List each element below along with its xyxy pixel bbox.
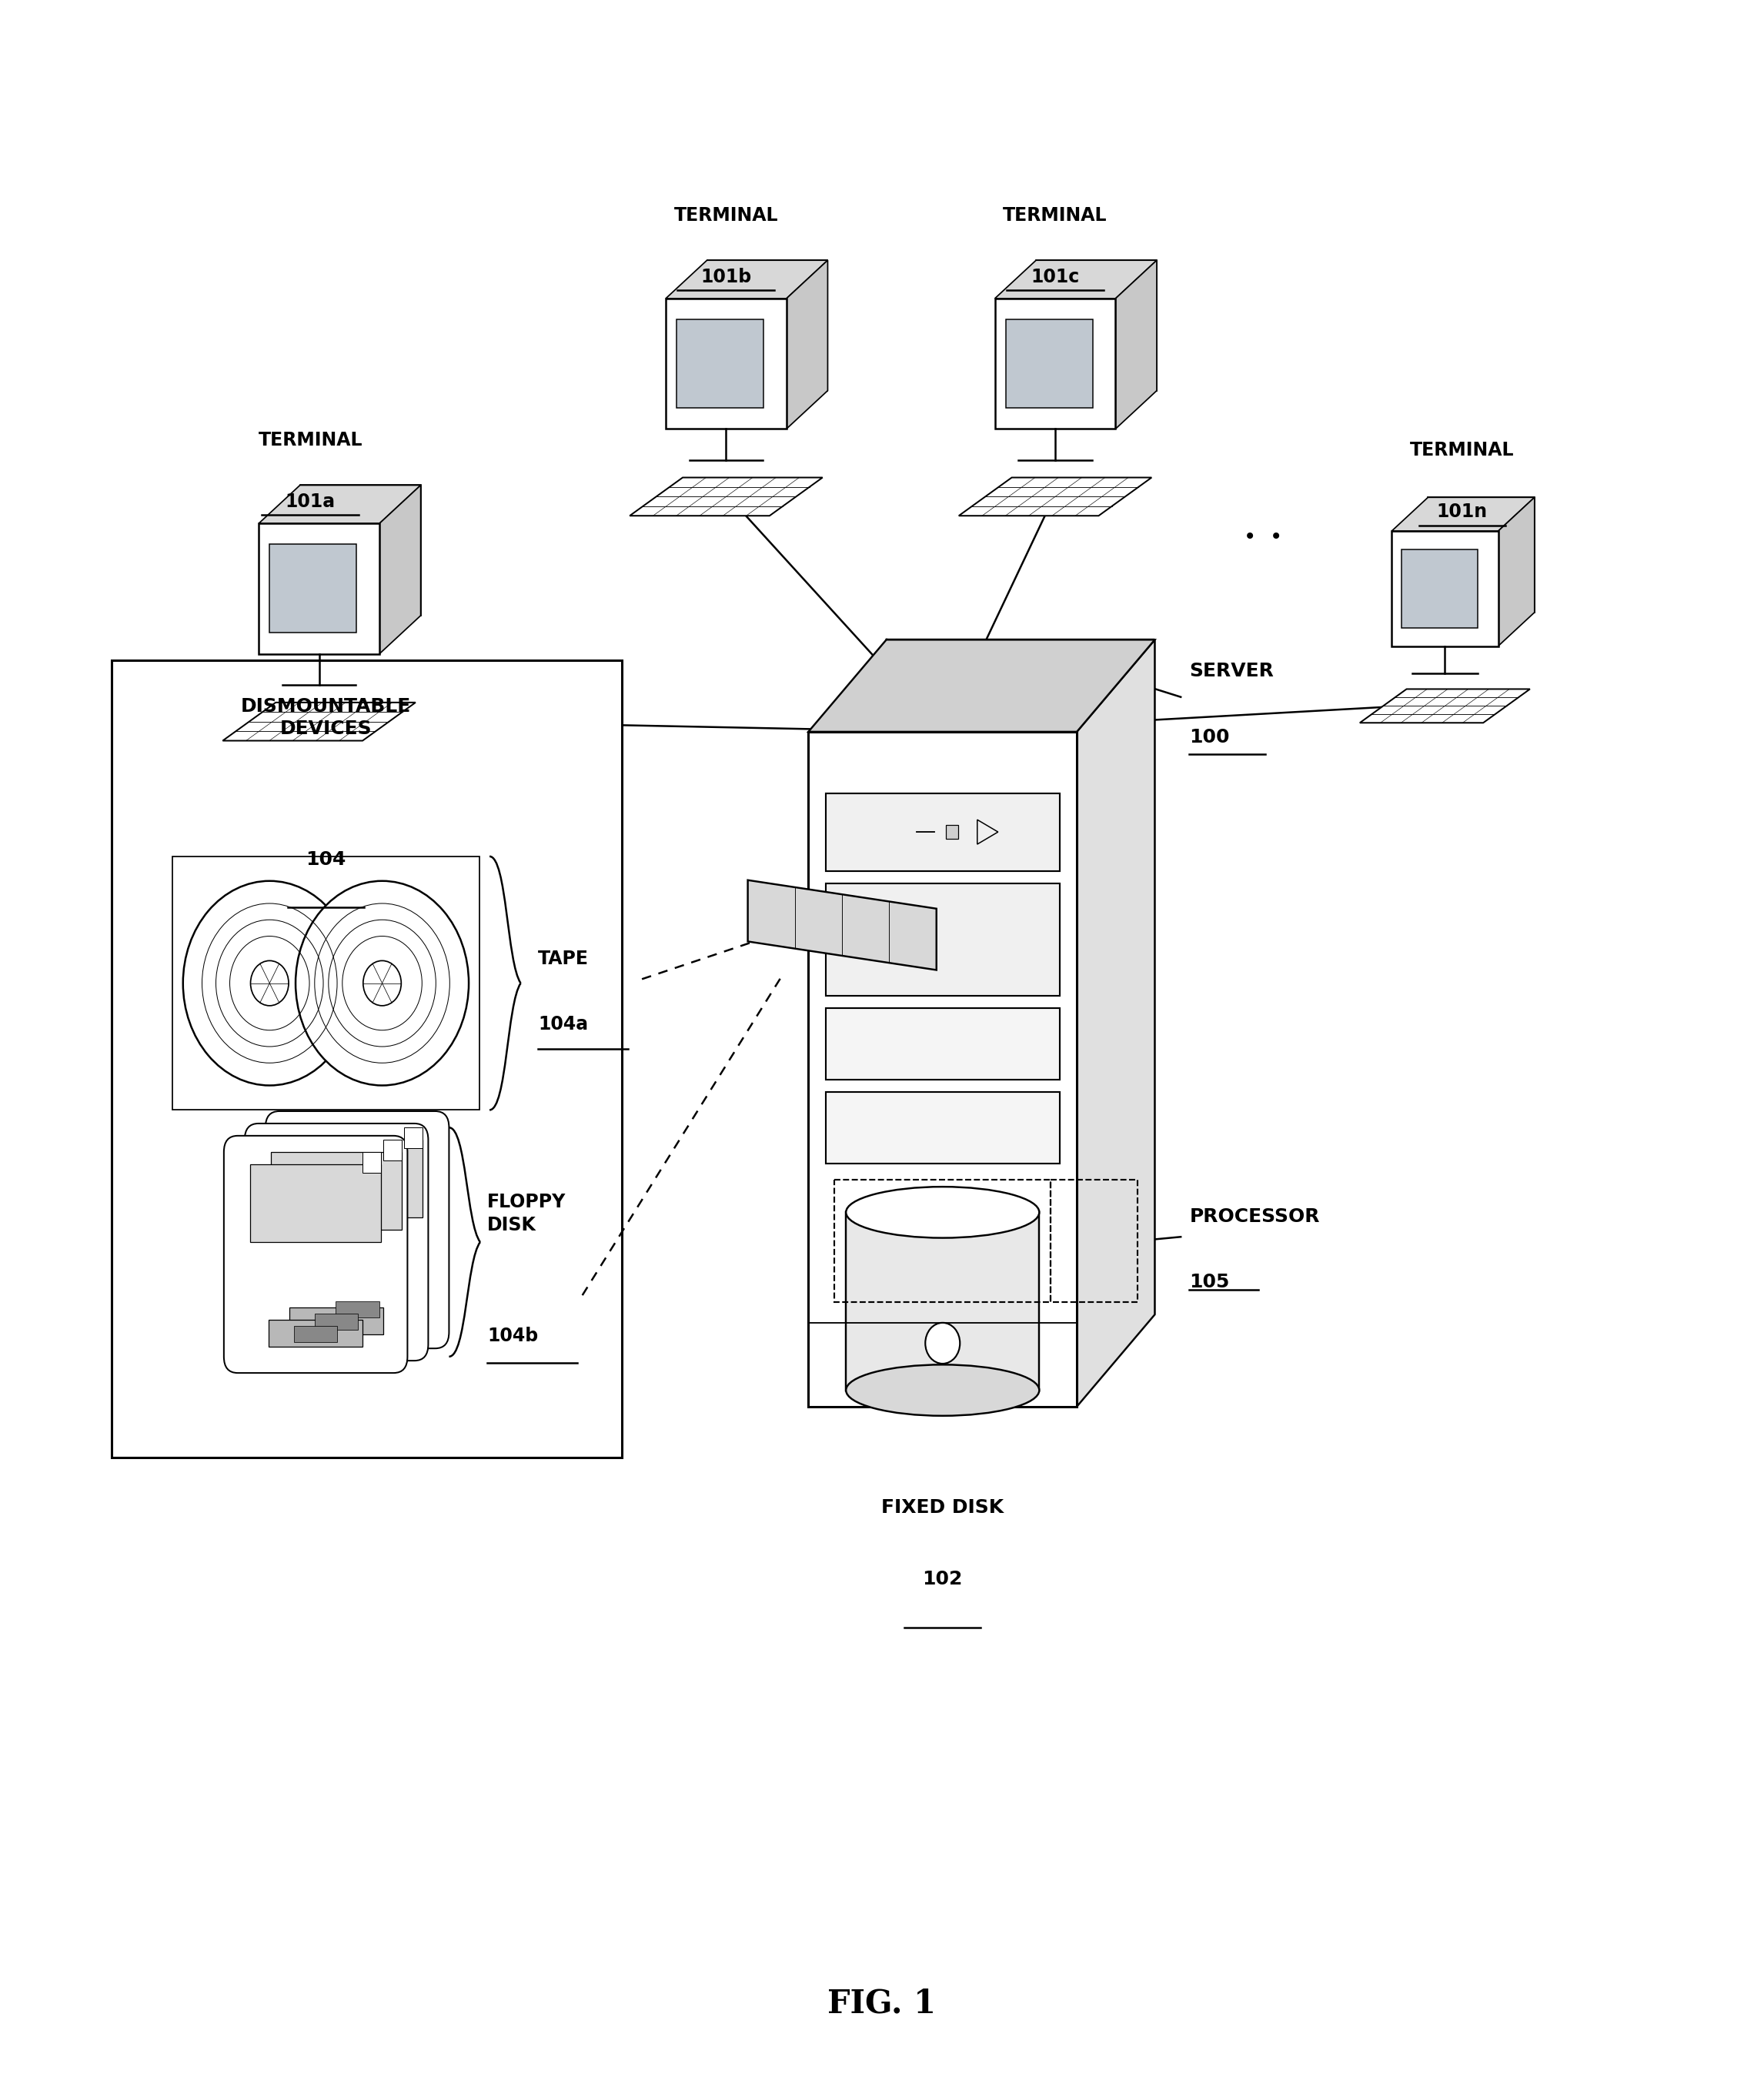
Polygon shape bbox=[847, 1213, 1039, 1390]
Circle shape bbox=[250, 962, 289, 1005]
Polygon shape bbox=[222, 702, 416, 741]
Polygon shape bbox=[630, 478, 822, 515]
FancyBboxPatch shape bbox=[245, 1124, 429, 1360]
Text: 101a: 101a bbox=[286, 492, 335, 511]
Text: 102: 102 bbox=[923, 1570, 963, 1589]
Polygon shape bbox=[250, 1165, 381, 1242]
Polygon shape bbox=[259, 486, 420, 523]
Text: TERMINAL: TERMINAL bbox=[258, 432, 363, 449]
Polygon shape bbox=[960, 478, 1152, 515]
Ellipse shape bbox=[847, 1365, 1039, 1417]
Polygon shape bbox=[1005, 320, 1092, 407]
Text: FLOPPY
DISK: FLOPPY DISK bbox=[487, 1192, 566, 1234]
Bar bbox=[335, 1302, 379, 1317]
Polygon shape bbox=[1498, 496, 1535, 646]
Text: 104: 104 bbox=[305, 849, 346, 868]
Text: SERVER: SERVER bbox=[1189, 663, 1274, 681]
Text: 101c: 101c bbox=[1030, 268, 1080, 287]
Polygon shape bbox=[310, 1296, 404, 1321]
Text: 101b: 101b bbox=[700, 268, 751, 287]
Text: 101n: 101n bbox=[1436, 503, 1487, 521]
Polygon shape bbox=[1076, 640, 1155, 1406]
Text: TERMINAL: TERMINAL bbox=[674, 206, 778, 224]
Polygon shape bbox=[259, 523, 379, 654]
Text: TERMINAL: TERMINAL bbox=[1409, 440, 1514, 459]
Polygon shape bbox=[404, 1128, 423, 1149]
Polygon shape bbox=[1392, 496, 1535, 532]
Text: •  •: • • bbox=[1244, 528, 1282, 548]
Text: 100: 100 bbox=[1189, 727, 1230, 746]
Text: TAPE: TAPE bbox=[538, 949, 589, 968]
Circle shape bbox=[296, 881, 469, 1086]
Circle shape bbox=[183, 881, 356, 1086]
Polygon shape bbox=[707, 260, 827, 390]
Text: PROCESSOR: PROCESSOR bbox=[1189, 1207, 1319, 1225]
Polygon shape bbox=[826, 1093, 1060, 1163]
Text: FIG. 1: FIG. 1 bbox=[827, 1988, 937, 2019]
Text: 105: 105 bbox=[1189, 1273, 1230, 1292]
Polygon shape bbox=[272, 1153, 402, 1230]
Polygon shape bbox=[291, 1140, 423, 1217]
Polygon shape bbox=[826, 883, 1060, 995]
Polygon shape bbox=[1392, 532, 1498, 646]
Polygon shape bbox=[111, 660, 623, 1458]
Polygon shape bbox=[748, 881, 937, 970]
Polygon shape bbox=[826, 793, 1060, 870]
FancyBboxPatch shape bbox=[265, 1111, 450, 1348]
Circle shape bbox=[926, 1323, 960, 1365]
Bar bbox=[314, 1313, 358, 1329]
FancyBboxPatch shape bbox=[224, 1136, 407, 1373]
Polygon shape bbox=[995, 260, 1157, 299]
Polygon shape bbox=[379, 486, 420, 654]
Polygon shape bbox=[1035, 260, 1157, 390]
Ellipse shape bbox=[847, 1186, 1039, 1238]
Polygon shape bbox=[1429, 496, 1535, 613]
Text: TERMINAL: TERMINAL bbox=[1004, 206, 1108, 224]
Polygon shape bbox=[270, 544, 356, 633]
Polygon shape bbox=[787, 260, 827, 428]
Polygon shape bbox=[300, 486, 420, 615]
Polygon shape bbox=[808, 640, 1155, 731]
Polygon shape bbox=[1360, 690, 1529, 723]
Polygon shape bbox=[995, 299, 1115, 428]
Polygon shape bbox=[665, 299, 787, 428]
Polygon shape bbox=[826, 1007, 1060, 1080]
Text: DISMOUNTABLE
DEVICES: DISMOUNTABLE DEVICES bbox=[240, 698, 411, 737]
Polygon shape bbox=[946, 825, 958, 839]
Text: FIXED DISK: FIXED DISK bbox=[882, 1500, 1004, 1516]
Text: 104b: 104b bbox=[487, 1327, 538, 1346]
Polygon shape bbox=[665, 260, 827, 299]
Polygon shape bbox=[268, 1319, 362, 1346]
Polygon shape bbox=[383, 1140, 402, 1161]
Text: 104a: 104a bbox=[538, 1016, 587, 1034]
Polygon shape bbox=[677, 320, 764, 407]
Polygon shape bbox=[362, 1153, 381, 1174]
Polygon shape bbox=[1401, 550, 1478, 627]
Bar bbox=[295, 1325, 337, 1342]
Polygon shape bbox=[289, 1309, 383, 1333]
Circle shape bbox=[363, 962, 400, 1005]
Polygon shape bbox=[1115, 260, 1157, 428]
Polygon shape bbox=[808, 731, 1076, 1406]
